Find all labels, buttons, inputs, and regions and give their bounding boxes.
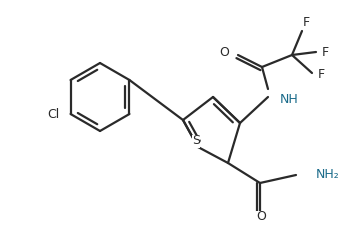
Text: F: F bbox=[322, 46, 329, 59]
Text: NH: NH bbox=[280, 93, 299, 106]
Text: O: O bbox=[256, 211, 266, 223]
Text: O: O bbox=[219, 46, 229, 59]
Text: Cl: Cl bbox=[47, 107, 60, 121]
Text: F: F bbox=[302, 16, 310, 28]
Text: S: S bbox=[192, 134, 200, 148]
Text: F: F bbox=[317, 67, 325, 81]
Text: NH₂: NH₂ bbox=[316, 168, 340, 181]
